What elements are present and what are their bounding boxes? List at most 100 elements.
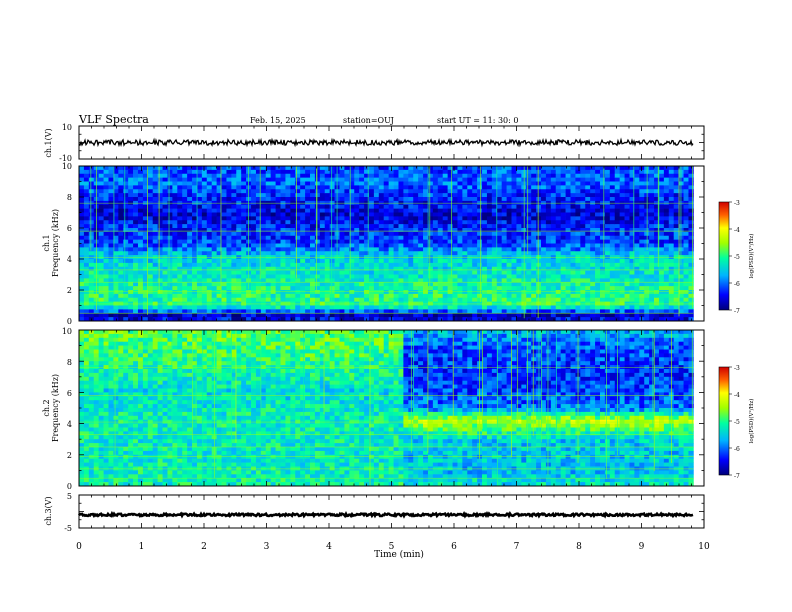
spectrogram-cell [668,189,675,194]
spectrogram-cell [373,251,380,256]
spectrogram-cell [516,309,522,314]
spectrogram-cell [378,243,385,248]
spectrogram-cell [511,204,517,209]
spectrogram-cell [408,212,414,217]
spectrogram-cell [683,266,689,271]
spectrogram-cell [575,208,581,213]
spectrogram-cell [226,239,232,244]
spectrogram-cell [79,262,85,268]
spectrogram-cell [290,270,296,275]
spectrogram-cell [580,169,586,175]
spectrogram-cell [216,231,222,237]
spectrogram-cell [550,243,557,248]
spectrogram-cell [103,197,109,202]
spectrogram-cell [216,282,222,287]
spectrogram-cell [486,189,493,194]
spectrogram-cell [211,286,217,291]
spectrogram-cell [231,231,237,237]
spectrogram-cell [599,220,606,225]
spectrogram-cell [196,216,203,221]
spectrogram-cell [639,212,645,217]
spectrogram-cell [211,235,217,240]
spectrogram-cell [300,177,306,182]
spectrogram-cell [270,220,276,225]
spectrogram-cell [211,317,217,322]
spectrogram-cell [437,293,444,299]
spectrogram-cell [364,286,370,291]
spectrogram-cell [334,278,340,283]
spectrogram-cell [192,313,198,318]
spectrogram-cell [418,290,424,295]
spectrogram-cell [472,251,478,256]
spectrogram-cell [604,212,611,217]
spectrogram-cell [113,169,119,175]
spectrogram-cell [275,204,281,209]
spectrogram-cell [482,193,488,198]
spectrogram-cell [639,274,645,279]
spectrogram-cell [447,262,453,268]
spectrogram-cell [196,259,203,264]
spectrogram-cell [590,166,596,171]
spectrogram-cell [88,286,95,291]
spectrogram-cell [423,305,429,310]
spectrogram-cell [142,177,149,182]
spectrogram-cell [147,185,154,190]
spectrogram-cell [516,239,522,244]
spectrogram-cell [123,212,129,217]
spectrogram-cell [177,282,183,287]
spectrogram-cell [187,228,193,233]
spectrogram-cell [442,313,448,318]
spectrogram-cell [147,228,154,233]
spectrogram-cell [491,189,498,194]
spectrogram-cell [206,216,213,221]
spectrogram-cell [629,173,635,178]
spectrogram-cell [295,235,301,240]
spectrogram-cell [187,181,193,186]
spectrogram-cell [649,282,655,287]
spectrogram-cell [334,286,340,291]
spectrogram-cell [354,282,360,287]
spectrogram-cell [516,235,522,240]
spectrogram-cell [378,274,385,279]
spectrogram-cell [634,212,640,217]
spectrogram-cell [585,290,591,295]
spectrogram-cell [383,231,389,237]
spectrogram-cell [280,235,286,240]
spectrogram-cell [526,251,532,256]
spectrogram-cell [123,262,129,268]
spectrogram-cell [619,173,625,178]
spectrogram-cell [182,216,188,221]
spectrogram-cell [609,297,616,302]
spectrogram-cell [565,181,571,186]
spectrogram-cell [619,193,625,198]
spectrogram-cell [339,290,345,295]
spectrogram-cell [423,224,429,229]
spectrogram-cell [658,305,665,310]
spectrogram-cell [142,189,149,194]
spectrogram-cell [147,259,154,264]
spectrogram-cell [491,313,498,318]
spectrogram-cell [432,309,439,314]
spectrogram-cell [619,228,625,233]
spectrogram-cell [654,177,660,182]
spectrogram-cell [506,274,512,279]
spectrogram-cell [368,224,375,229]
spectrogram-cell [462,309,468,314]
spectrogram-cell [290,169,296,175]
spectrogram-cell [501,266,507,271]
spectrogram-cell [319,317,326,322]
spectrogram-cell [649,208,655,213]
spectrogram-cell [383,197,389,202]
spectrogram-cell [427,290,434,295]
spectrogram-cell [501,173,507,178]
spectrogram-cell [280,169,286,175]
spectrogram-cell [118,224,124,229]
spectrogram-cell [319,286,326,291]
spectrogram-cell [359,243,365,248]
spectrogram-cell [137,173,144,178]
spectrogram-cell [658,239,665,244]
spectrogram-cell [654,189,660,194]
spectrogram-cell [265,278,272,283]
spectrogram-cell [226,224,232,229]
spectrogram-cell [649,293,655,299]
